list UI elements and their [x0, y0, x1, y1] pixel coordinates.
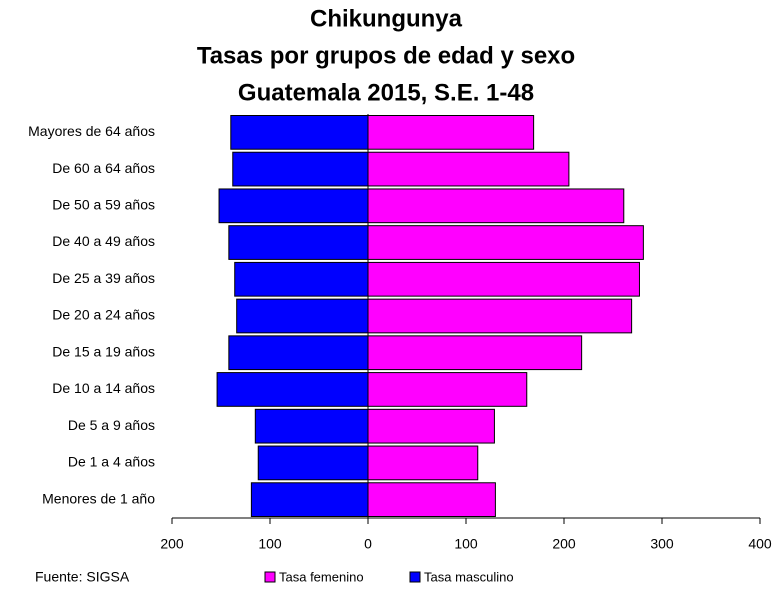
legend-label: Tasa femenino — [279, 569, 364, 584]
bar — [367, 298, 633, 334]
bar — [216, 372, 369, 407]
chart-title: Tasas por grupos de edad y sexo — [197, 42, 575, 69]
y-tick-label: De 25 a 39 años — [52, 270, 155, 286]
y-tick-label: De 1 a 4 años — [68, 454, 155, 470]
bar — [367, 225, 644, 260]
y-tick-label: Menores de 1 año — [42, 490, 155, 506]
bar — [230, 115, 369, 150]
legend-swatch — [264, 571, 276, 583]
bar — [367, 188, 625, 224]
y-tick-label: De 10 a 14 años — [52, 380, 155, 396]
bar — [367, 372, 528, 407]
y-tick-label: De 5 a 9 años — [68, 417, 155, 433]
bar — [367, 445, 479, 481]
bar — [367, 482, 496, 518]
bar — [367, 151, 570, 187]
bar — [228, 225, 369, 260]
bar — [367, 261, 640, 297]
bar — [257, 445, 369, 481]
bar — [254, 408, 369, 444]
bar — [228, 335, 369, 371]
x-tick-label: 300 — [650, 536, 674, 552]
bar — [234, 261, 369, 297]
x-tick-label: 100 — [258, 536, 282, 552]
y-tick-label: De 15 a 19 años — [52, 343, 155, 359]
legend-label: Tasa masculino — [424, 569, 514, 584]
x-tick-label: 200 — [552, 536, 576, 552]
x-tick-label: 100 — [454, 536, 478, 552]
y-tick-label: De 20 a 24 años — [52, 307, 155, 323]
chart-title: Guatemala 2015, S.E. 1-48 — [238, 79, 534, 106]
bar — [232, 151, 369, 187]
bar — [367, 335, 583, 371]
bar — [250, 482, 369, 518]
y-tick-label: De 50 a 59 años — [52, 197, 155, 213]
bar — [236, 298, 369, 334]
y-tick-label: Mayores de 64 años — [28, 123, 155, 139]
x-tick-label: 0 — [364, 536, 372, 552]
x-tick-label: 400 — [748, 536, 772, 552]
legend-swatch — [409, 571, 421, 583]
bar — [367, 408, 495, 444]
y-tick-label: De 60 a 64 años — [52, 160, 155, 176]
bar — [367, 115, 535, 150]
y-tick-label: De 40 a 49 años — [52, 233, 155, 249]
bar — [218, 188, 369, 224]
chart-title: Chikungunya — [310, 5, 463, 32]
x-tick-label: 200 — [160, 536, 184, 552]
source: Fuente: SIGSA — [35, 569, 130, 585]
